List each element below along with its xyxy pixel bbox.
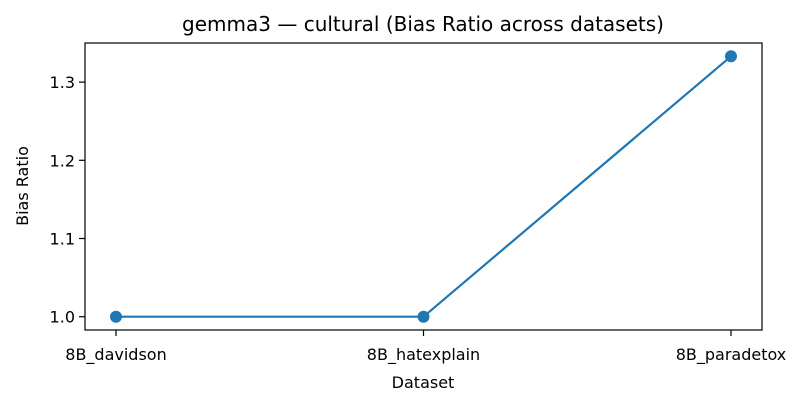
x-axis: 8B_davidson 8B_hatexplain 8B_paradetox	[65, 330, 786, 365]
series-layer	[110, 50, 737, 323]
x-tick-label: 8B_hatexplain	[367, 345, 480, 365]
x-tick-label: 8B_paradetox	[676, 345, 787, 365]
y-tick-label: 1.0	[50, 308, 75, 327]
data-point	[417, 310, 430, 323]
y-tick-label: 1.3	[50, 73, 75, 92]
y-tick-label: 1.1	[50, 230, 75, 249]
y-axis: 1.0 1.1 1.2 1.3	[50, 73, 85, 327]
chart-title: gemma3 — cultural (Bias Ratio across dat…	[182, 12, 664, 36]
data-point	[725, 50, 737, 63]
y-tick-label: 1.2	[50, 151, 75, 170]
x-axis-label: Dataset	[392, 373, 455, 392]
y-axis-label: Bias Ratio	[13, 146, 32, 226]
x-tick-label: 8B_davidson	[65, 345, 166, 365]
series-line	[116, 55, 732, 318]
plot-area-frame	[84, 42, 763, 331]
data-point	[110, 310, 122, 323]
